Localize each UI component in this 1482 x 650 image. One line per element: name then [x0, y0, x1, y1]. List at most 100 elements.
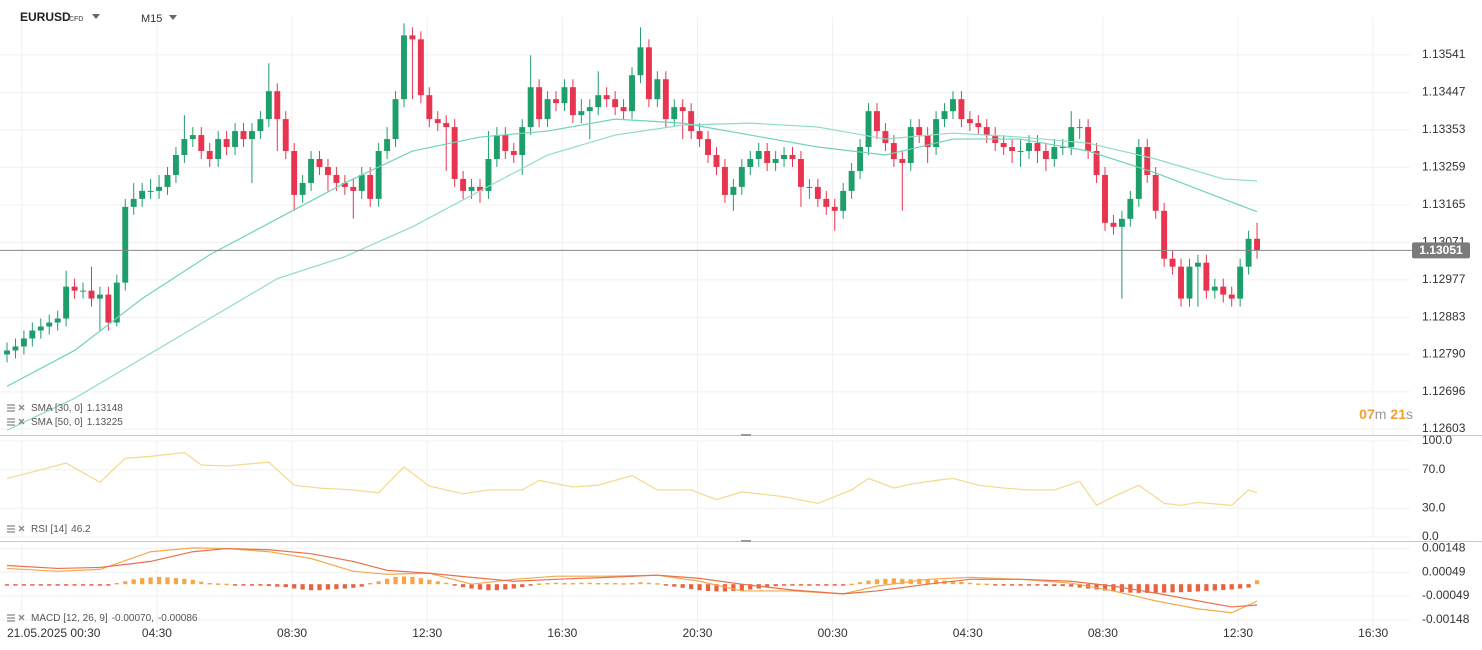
macd-histogram-bar [1254, 580, 1260, 585]
macd-histogram-bar [89, 584, 94, 586]
y-tick-label: 0.00148 [1422, 540, 1466, 554]
candle-body [172, 155, 179, 175]
legend-settings-icon[interactable] [7, 418, 15, 426]
countdown-minutes: 07 [1359, 406, 1375, 422]
macd-histogram-bar [638, 582, 643, 585]
y-tick-label: 100.0 [1422, 433, 1452, 447]
candle-body [612, 99, 619, 108]
candle-body [1042, 151, 1049, 159]
macd-histogram-bar [1178, 584, 1184, 593]
y-tick-label: 1.13541 [1422, 47, 1466, 61]
candle-body [924, 135, 931, 148]
candle-body [637, 47, 644, 76]
macd-histogram-bar [30, 584, 35, 586]
macd-histogram-bar [1153, 584, 1158, 593]
candle-body [147, 190, 154, 192]
macd-histogram-bar [410, 576, 415, 585]
panel-handle[interactable] [741, 434, 751, 436]
candle-body [63, 286, 70, 319]
legend-remove-icon[interactable] [18, 525, 25, 532]
macd-histogram-bar [38, 584, 43, 586]
candle-body [274, 91, 281, 120]
legend-settings-icon[interactable] [7, 404, 15, 412]
macd-histogram-bar [325, 584, 331, 590]
symbol-tag: CFD [69, 16, 83, 23]
sma-line [6, 122, 1258, 431]
candle-body [1178, 266, 1184, 299]
candle-body [916, 127, 923, 136]
macd-histogram-bar [334, 584, 339, 590]
candle-body [206, 151, 213, 159]
macd-histogram-bar [579, 582, 584, 585]
macd-histogram-bar [1238, 584, 1243, 589]
panel-handle[interactable] [741, 540, 751, 542]
candle-body [96, 294, 103, 299]
candle-body [1194, 262, 1201, 267]
macd-histogram-bar [874, 579, 880, 585]
candle-body [1009, 147, 1016, 152]
candle-body [240, 131, 247, 140]
candle-body [88, 290, 95, 299]
candle-body [29, 330, 36, 339]
macd-histogram-bar [1136, 584, 1141, 593]
candle-body [1034, 143, 1041, 152]
legend-settings-icon[interactable] [7, 614, 15, 622]
candle-body [629, 75, 635, 112]
candle-body [950, 99, 956, 112]
macd-histogram-bar [553, 582, 559, 585]
legend-remove-icon[interactable] [18, 404, 25, 411]
timeframe-selector[interactable]: M15 [141, 13, 177, 25]
countdown: 07m 21s [1359, 406, 1413, 422]
legend-remove-icon[interactable] [18, 614, 25, 621]
macd-histogram-bar [165, 577, 170, 585]
macd-histogram-bar [106, 584, 111, 586]
candle-body [882, 131, 889, 144]
macd-histogram-bar [1187, 584, 1192, 592]
macd-histogram-bar [300, 584, 305, 590]
candle-body [20, 338, 27, 347]
legend-value: 1.13225 [87, 417, 124, 428]
candle-body [958, 99, 965, 120]
x-tick-label: 12:30 [412, 626, 442, 640]
macd-histogram-bar [376, 581, 381, 585]
macd-histogram-bar [1026, 584, 1032, 586]
candle-body [367, 174, 374, 199]
macd-histogram-bar [1221, 584, 1226, 590]
macd-histogram-bar [537, 583, 542, 585]
candle-body [130, 198, 137, 207]
candle-body [874, 111, 880, 132]
macd-histogram-bar [1246, 584, 1251, 588]
candle-body [257, 119, 264, 132]
macd-histogram-bar [967, 582, 972, 585]
candle-body [586, 107, 593, 112]
candle-body [358, 174, 365, 191]
symbol: EURUSD [20, 10, 71, 24]
macd-histogram-bar [680, 584, 685, 588]
candle-body [721, 166, 728, 195]
macd-histogram-bar [832, 584, 837, 586]
candle-body [806, 186, 813, 188]
candle-body [164, 174, 171, 187]
candle-body [671, 107, 678, 120]
macd-histogram-bar [1229, 584, 1234, 590]
legend-remove-icon[interactable] [18, 418, 25, 425]
macd-histogram-bar [401, 576, 407, 585]
candle-body [215, 139, 222, 159]
candle-body [1068, 127, 1075, 148]
macd-histogram-bar [258, 584, 263, 586]
candle-body [181, 139, 188, 156]
x-tick-label: 00:30 [818, 626, 848, 640]
macd-histogram-bar [182, 578, 187, 585]
y-tick-label: 30.0 [1422, 500, 1446, 514]
y-tick-label: 0.0 [1422, 529, 1439, 543]
macd-histogram-bar [511, 584, 516, 589]
legend-settings-icon[interactable] [7, 525, 15, 533]
symbol-selector[interactable]: EURUSD CFD [20, 10, 100, 24]
macd-histogram-bar [342, 584, 347, 589]
macd-histogram-bar [520, 584, 525, 588]
macd-histogram-bar [1001, 584, 1006, 586]
candle-body [1110, 222, 1117, 227]
candle-body [975, 123, 982, 128]
candle-body [789, 155, 796, 159]
candle-body [848, 170, 855, 191]
